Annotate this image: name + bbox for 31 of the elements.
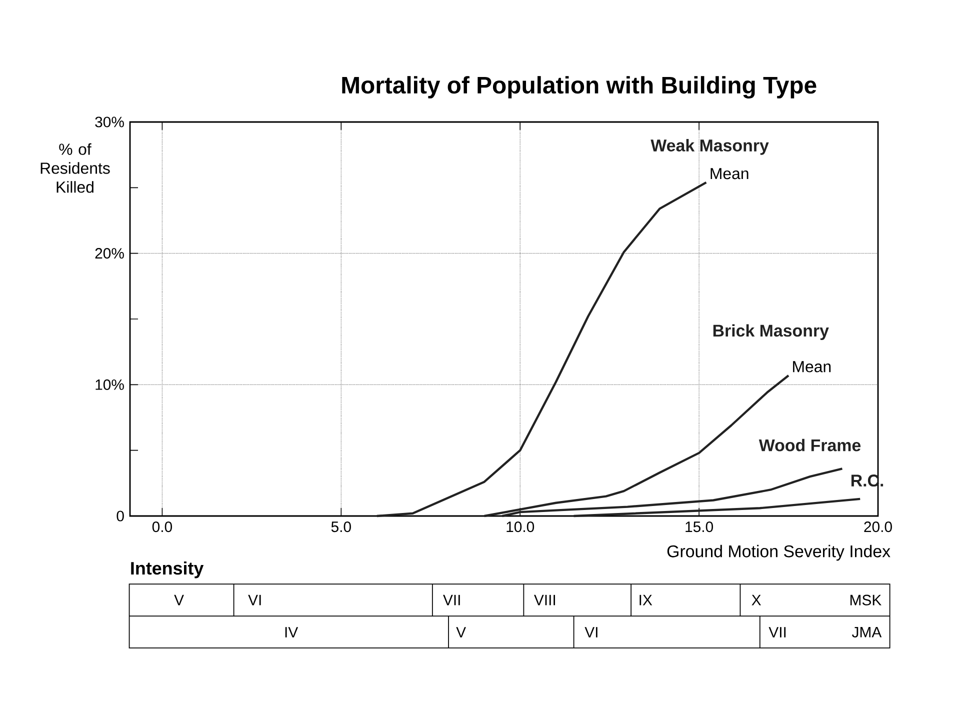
x-tick-label: 15.0 (686, 522, 714, 532)
x-axis-title: Ground Motion Severity Index (667, 544, 890, 561)
text: Brick Masonry (713, 324, 829, 340)
text: VI (584, 627, 598, 638)
y-tick-label: 20% (95, 248, 124, 259)
text: IV (285, 627, 298, 638)
annotation: Mean (710, 168, 748, 180)
x-tick-label: 20.0 (864, 522, 892, 532)
text: IX (640, 594, 652, 606)
text: Weak Masonry (650, 139, 769, 155)
y-tick-label: 30% (95, 116, 124, 128)
text: VII (443, 594, 460, 606)
x-tick-label: 5.0 (331, 522, 351, 532)
annotation: Mean (793, 361, 831, 372)
text: VI (248, 594, 261, 606)
x-tick-label: 10.0 (506, 522, 534, 532)
text: JMA (852, 627, 882, 638)
text: Intensity (131, 561, 204, 578)
x-tick-label: 0.0 (152, 522, 172, 532)
chart-title: Mortality of Population with Building Type (342, 76, 816, 98)
y-tick-label: 10% (96, 379, 124, 390)
text: V (456, 627, 466, 638)
text: VIII (534, 594, 555, 606)
text: X (752, 594, 761, 606)
series-label: Wood Frame (758, 438, 861, 452)
text: VII (768, 627, 786, 638)
y-tick-label: 0 (116, 510, 124, 522)
text: MSK (850, 594, 882, 606)
text: V (174, 594, 184, 606)
y-axis-title: % of Residents Killed (40, 143, 110, 193)
line-series (376, 181, 708, 518)
